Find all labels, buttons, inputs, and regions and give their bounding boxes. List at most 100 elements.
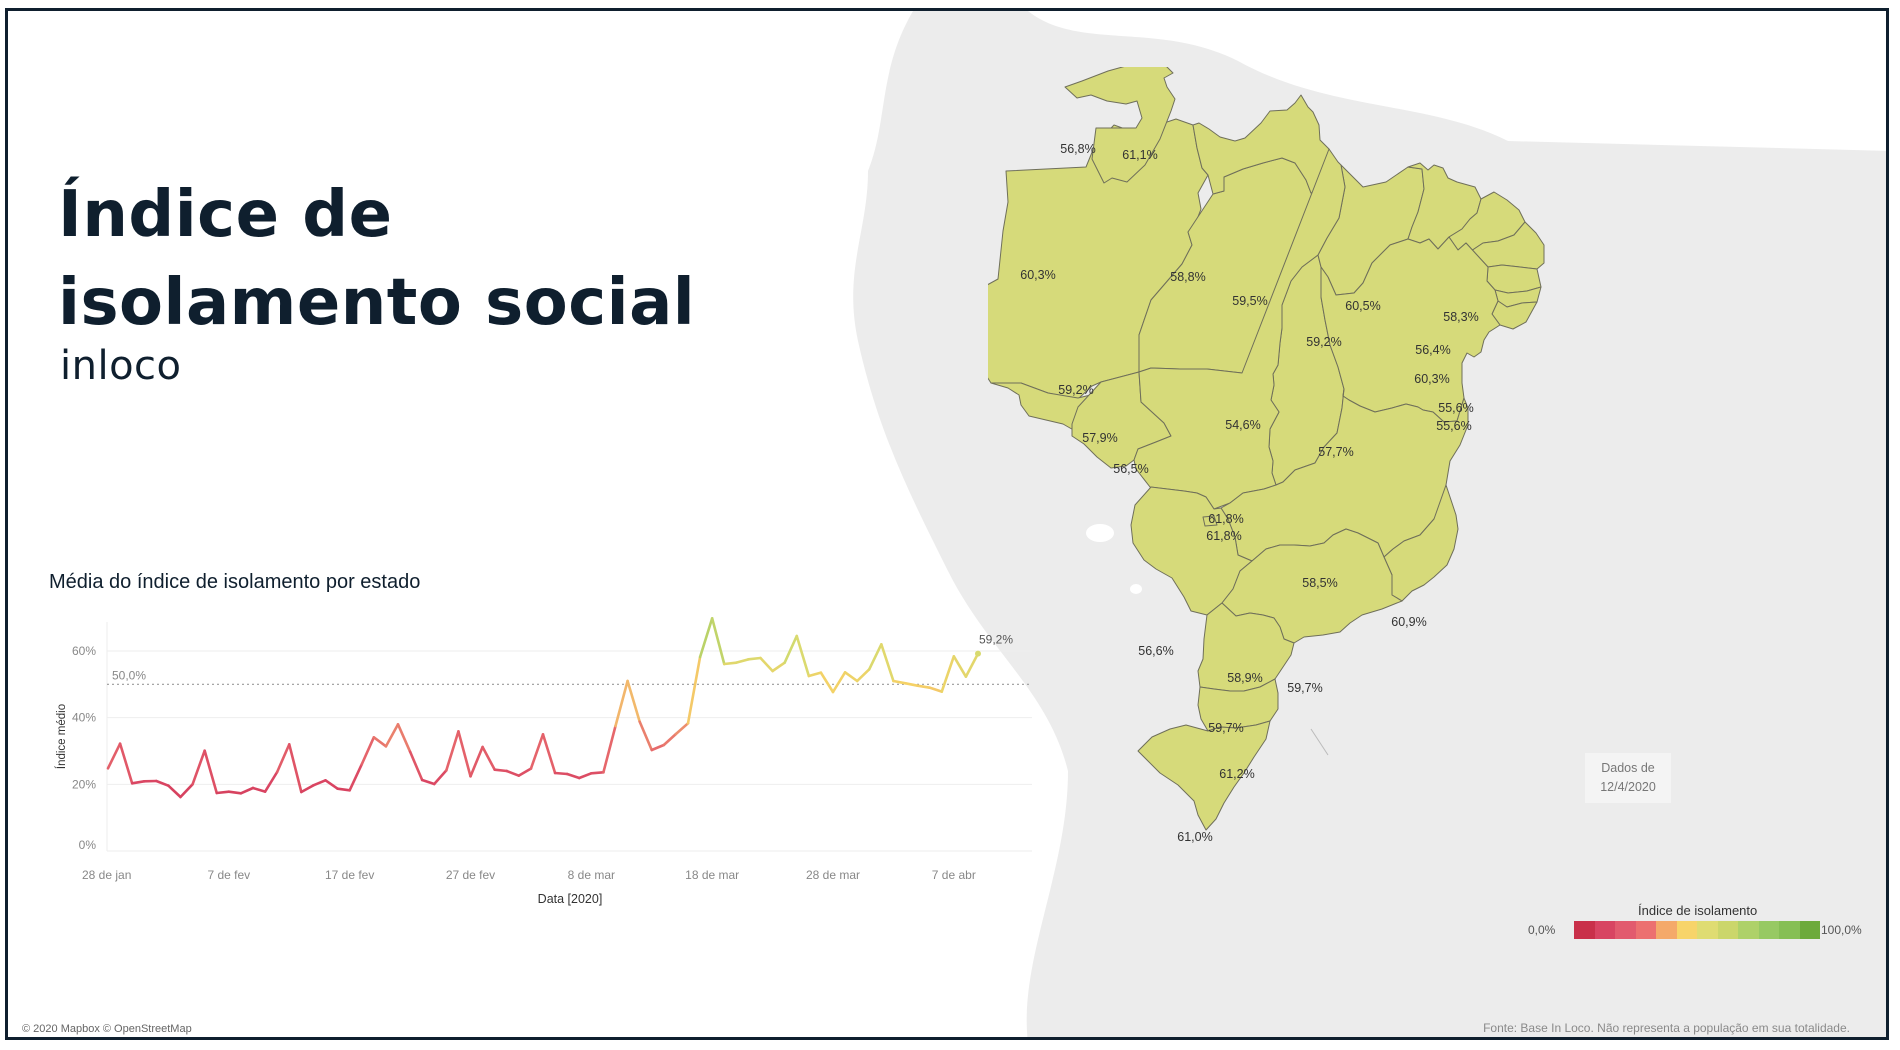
state-value-label: 56,4% <box>1415 343 1450 357</box>
legend-swatch <box>1635 921 1656 939</box>
state-value-label: 59,2% <box>1058 383 1093 397</box>
x-tick-label: 27 de fev <box>446 868 495 882</box>
line-segment <box>372 736 388 748</box>
state-region <box>1197 602 1295 692</box>
date-note-line-1: Dados de <box>1601 761 1655 775</box>
state-region <box>1137 720 1271 831</box>
line-segment <box>445 730 460 772</box>
x-tick-label: 17 de fev <box>325 868 374 882</box>
title-line-2: isolamento social <box>58 266 696 340</box>
state-region <box>1197 678 1279 732</box>
state-value-label: 56,8% <box>1060 142 1095 156</box>
line-segment <box>251 786 267 793</box>
y-tick-label: 60% <box>72 644 96 658</box>
page-title: Índice de isolamento social <box>58 171 695 347</box>
line-segment <box>747 656 762 661</box>
reference-line-label: 50,0% <box>112 668 146 682</box>
inloco-logo: inloco <box>60 343 182 389</box>
date-note-line-2: 12/4/2020 <box>1600 780 1656 794</box>
map-attribution[interactable]: © 2020 Mapbox © OpenStreetMap <box>22 1023 192 1035</box>
state-value-label: 59,5% <box>1232 294 1267 308</box>
state-value-label: 57,7% <box>1318 445 1353 459</box>
end-value-label: 59,2% <box>979 633 1013 647</box>
line-segment <box>614 679 629 728</box>
legend-swatch <box>1758 921 1779 939</box>
line-segment <box>384 723 400 748</box>
line-segment <box>807 671 823 678</box>
x-tick-label: 28 de jan <box>82 868 131 882</box>
line-segment <box>420 778 436 786</box>
legend-swatch <box>1615 921 1636 939</box>
line-segment <box>432 769 448 786</box>
state-value-label: 61,8% <box>1208 512 1243 526</box>
line-segment <box>287 743 303 794</box>
legend-swatch <box>1656 921 1677 939</box>
island <box>1130 584 1142 594</box>
brazil-choropleth-map: 56,8% 61,1% 60,3% 58,8% 59,5% 60,5% 58,3% 59,2%… <box>988 67 1545 844</box>
state-value-label: 61,1% <box>1122 148 1157 162</box>
legend-min-label: 0,0% <box>1528 923 1556 937</box>
line-segment <box>106 742 122 770</box>
state-value-label: 59,7% <box>1287 681 1322 695</box>
dashboard-frame: Índice de isolamento social inloco Média… <box>5 8 1889 1040</box>
line-segment <box>783 634 799 664</box>
state-value-label: 58,5% <box>1302 576 1337 590</box>
line-segment <box>722 661 738 666</box>
line-segment <box>916 684 931 689</box>
line-segment <box>541 733 557 775</box>
state-value-label: 60,9% <box>1391 615 1426 629</box>
last-point <box>975 650 981 657</box>
line-segment <box>529 733 545 770</box>
state-value-label: 56,5% <box>1113 462 1148 476</box>
state-value-label: 61,0% <box>1177 830 1212 844</box>
line-segment <box>855 668 871 683</box>
line-segment <box>336 787 351 792</box>
line-segment <box>191 749 206 786</box>
line-segment <box>831 671 847 694</box>
land-mass <box>1312 1001 1385 1037</box>
title-line-1: Índice de <box>58 178 393 252</box>
line-segment <box>469 745 484 778</box>
legend-swatch <box>1697 921 1718 939</box>
state-value-label: 55,6% <box>1436 419 1471 433</box>
line-segment <box>179 783 194 799</box>
source-note: Fonte: Base In Loco. Não representa a po… <box>1483 1021 1850 1035</box>
line-segment <box>867 643 883 671</box>
state-value-label: 60,3% <box>1020 268 1055 282</box>
line-segment <box>626 679 641 723</box>
line-segment <box>312 779 327 787</box>
line-segment <box>952 655 968 678</box>
legend-title: Índice de isolamento <box>1638 903 1758 918</box>
line-segment <box>227 790 243 795</box>
state-value-label: 57,9% <box>1082 431 1117 445</box>
line-segment <box>928 686 944 693</box>
line-segment <box>771 661 786 673</box>
line-segment <box>662 732 678 747</box>
legend-swatch <box>1717 921 1738 939</box>
color-legend: Índice de isolamento 0,0% 100,0% <box>1528 903 1873 943</box>
line-segment <box>408 750 424 782</box>
isolation-line-chart: 0% 20% 40% 60% 50,0% Índice médio 28 de jan 7 d… <box>55 617 1032 906</box>
x-tick-label: 8 de mar <box>568 868 615 882</box>
x-tick-label: 18 de mar <box>685 868 739 882</box>
state-value-label: 58,3% <box>1443 310 1478 324</box>
line-segment <box>348 763 364 792</box>
line-segment <box>167 784 182 799</box>
x-axis-label: Data [2020] <box>538 892 603 906</box>
legend-swatch <box>1799 921 1820 939</box>
line-segment <box>553 771 569 776</box>
line-segment <box>565 772 581 780</box>
line-segment <box>638 720 654 752</box>
state-region <box>1064 67 1176 184</box>
line-segment <box>904 682 919 687</box>
state-value-label: 58,9% <box>1227 671 1262 685</box>
line-segment <box>892 679 907 685</box>
line-segment <box>517 767 533 777</box>
state-value-label: 59,2% <box>1306 335 1341 349</box>
line-segment <box>964 652 980 678</box>
legend-color-scale <box>1574 921 1820 939</box>
line-segment <box>155 779 170 787</box>
line-segment <box>118 742 134 785</box>
line-segment <box>735 658 750 664</box>
line-segment <box>940 655 956 693</box>
